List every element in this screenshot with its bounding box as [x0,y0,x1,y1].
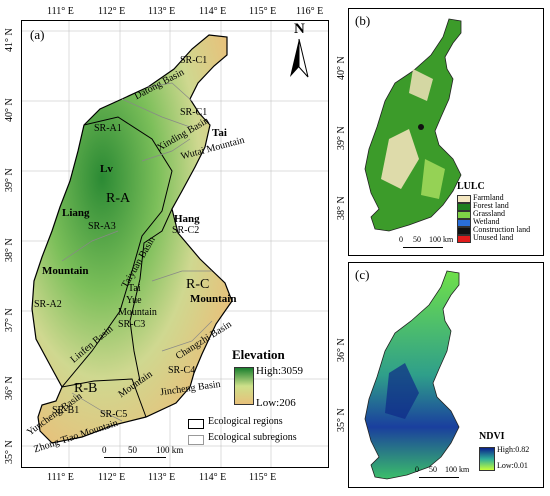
elevation-map-svg [22,21,328,467]
lat-tick-left: 39° N [4,168,15,192]
lat-tick-left: 36° N [4,376,15,400]
lulc-legend-swatch [457,211,471,219]
scale-label: 50 [128,445,137,455]
place-label: Liang [62,207,90,219]
subregion-label: SR-A1 [94,123,122,134]
scale-label: 0 [102,445,107,455]
north-arrow-label-a: N [294,21,305,37]
region-label-rc: R-C [186,277,210,292]
lat-tick-c: 35° N [336,408,347,432]
lon-tick-top: 115° E [249,6,277,17]
lat-tick-left: 35° N [4,440,15,464]
scale-bar-c [419,477,459,478]
subregion-label: SR-A2 [34,299,62,310]
lulc-legend-swatch [457,195,471,203]
lulc-legend-swatch [457,227,471,235]
place-label: Hang [174,213,200,225]
lulc-legend-swatch [457,203,471,211]
subregion-label: SR-C5 [100,409,128,420]
panel-label-a: (a) [30,27,45,42]
subregion-label: SR-B1 [52,405,80,416]
north-arrow-icon [290,39,309,78]
lulc-province-shape [364,18,462,232]
lon-tick-bottom: 114° E [199,472,227,483]
scale-label: 100 km [429,235,454,244]
scale-label: 50 [429,465,437,474]
subregion-legend-swatch [188,435,204,445]
lat-tick-left: 40° N [4,98,15,122]
region-legend-swatch [188,419,204,429]
ndvi-province-shape [364,270,460,480]
ndvi-color-ramp [479,447,495,471]
ndvi-map-svg [364,270,460,480]
place-label: Mountain [42,265,89,277]
subregion-label: SR-A3 [88,221,116,232]
panel-label-b: (b) [355,13,371,28]
scale-label: 100 km [445,465,470,474]
shanxi-province-shape [31,34,233,444]
scale-label: 50 [413,235,421,244]
elevation-low-label: Low:206 [256,397,296,409]
lon-tick-top: 114° E [199,6,227,17]
lon-tick-bottom: 115° E [249,472,277,483]
subregion-label: SR-C3 [118,319,146,330]
elevation-high-label: High:3059 [256,365,304,377]
place-label: Mountain [118,307,157,318]
lon-tick-top: 116° E [296,6,324,17]
subregion-label: SR-C1 [180,107,208,118]
place-label: Yue [126,295,142,306]
lon-tick-top: 112° E [98,6,126,17]
ndvi-high-label: High:0.82 [497,445,530,454]
lulc-map-svg [364,18,462,232]
lon-tick-top: 113° E [148,6,176,17]
scale-label: 100 km [156,445,184,455]
subregion-label: SR-C4 [168,365,196,376]
lat-tick-c: 36° N [336,338,347,362]
lulc-legend-label: Unused land [473,233,514,242]
lulc-legend-label: Forest land [473,201,509,210]
lulc-legend-label: Wetland [473,217,500,226]
subregion-boundaries [61,82,213,422]
subregion-label: SR-C2 [172,225,200,236]
lulc-legend-swatch [457,235,471,243]
panel-label-c: (c) [355,267,370,282]
elevation-legend-title: Elevation [232,347,285,362]
lulc-map-panel: (b) LULC Farmland Forest land Grassland Wet… [348,8,544,256]
lat-tick-left: 37° N [4,308,15,332]
lon-tick-top: 111° E [47,6,74,17]
lon-tick-bottom: 112° E [98,472,126,483]
place-label: Tai [128,283,141,294]
lat-tick-left: 38° N [4,238,15,262]
region-boundaries [61,116,173,418]
scale-bar-b [403,247,443,248]
lat-tick-left: 41° N [4,28,15,52]
region-label-rb: R-B [74,381,98,396]
place-label: Mountain [190,293,237,305]
subregion-label: SR-C1 [180,55,208,66]
ndvi-legend-title: NDVI [479,431,505,442]
lat-tick-b: 39° N [336,126,347,150]
lulc-legend-label: Grassland [473,209,505,218]
ndvi-low-label: Low:0.01 [497,461,528,470]
region-legend-label: Ecological regions [208,416,283,427]
region-label-ra: R-A [106,191,131,206]
elevation-map-panel: (a) N R-A R-B R-C SR-C1 SR-C1 SR-A1 SR-A… [21,20,329,468]
lulc-legend-label: Construction land [473,225,531,234]
elevation-color-ramp [234,367,254,405]
lon-tick-bottom: 111° E [47,472,74,483]
scale-label: 0 [415,465,419,474]
lat-tick-b: 38° N [336,196,347,220]
lulc-legend-label: Farmland [473,193,504,202]
scale-bar-a [104,457,166,460]
lon-tick-bottom: 113° E [148,472,176,483]
lulc-legend-title: LULC [457,181,485,192]
subregion-legend-label: Ecological subregions [208,432,297,443]
lat-tick-b: 40° N [336,56,347,80]
lulc-legend-swatch [457,219,471,227]
ndvi-map-panel: (c) NDVI High:0.82 Low:0.01 0 50 100 km [348,262,544,488]
place-label: Tai [212,127,227,139]
scale-label: 0 [399,235,403,244]
place-label: Lv [100,163,113,175]
